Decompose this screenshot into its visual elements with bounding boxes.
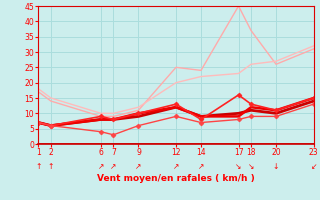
Text: ↘: ↘ bbox=[235, 162, 242, 171]
Text: ↗: ↗ bbox=[98, 162, 104, 171]
Text: ↙: ↙ bbox=[310, 162, 317, 171]
Text: ↑: ↑ bbox=[48, 162, 54, 171]
Text: ↓: ↓ bbox=[273, 162, 279, 171]
X-axis label: Vent moyen/en rafales ( km/h ): Vent moyen/en rafales ( km/h ) bbox=[97, 174, 255, 183]
Text: ↗: ↗ bbox=[198, 162, 204, 171]
Text: ↗: ↗ bbox=[173, 162, 179, 171]
Text: ↗: ↗ bbox=[110, 162, 117, 171]
Text: ↘: ↘ bbox=[248, 162, 254, 171]
Text: ↗: ↗ bbox=[135, 162, 142, 171]
Text: ↑: ↑ bbox=[35, 162, 42, 171]
